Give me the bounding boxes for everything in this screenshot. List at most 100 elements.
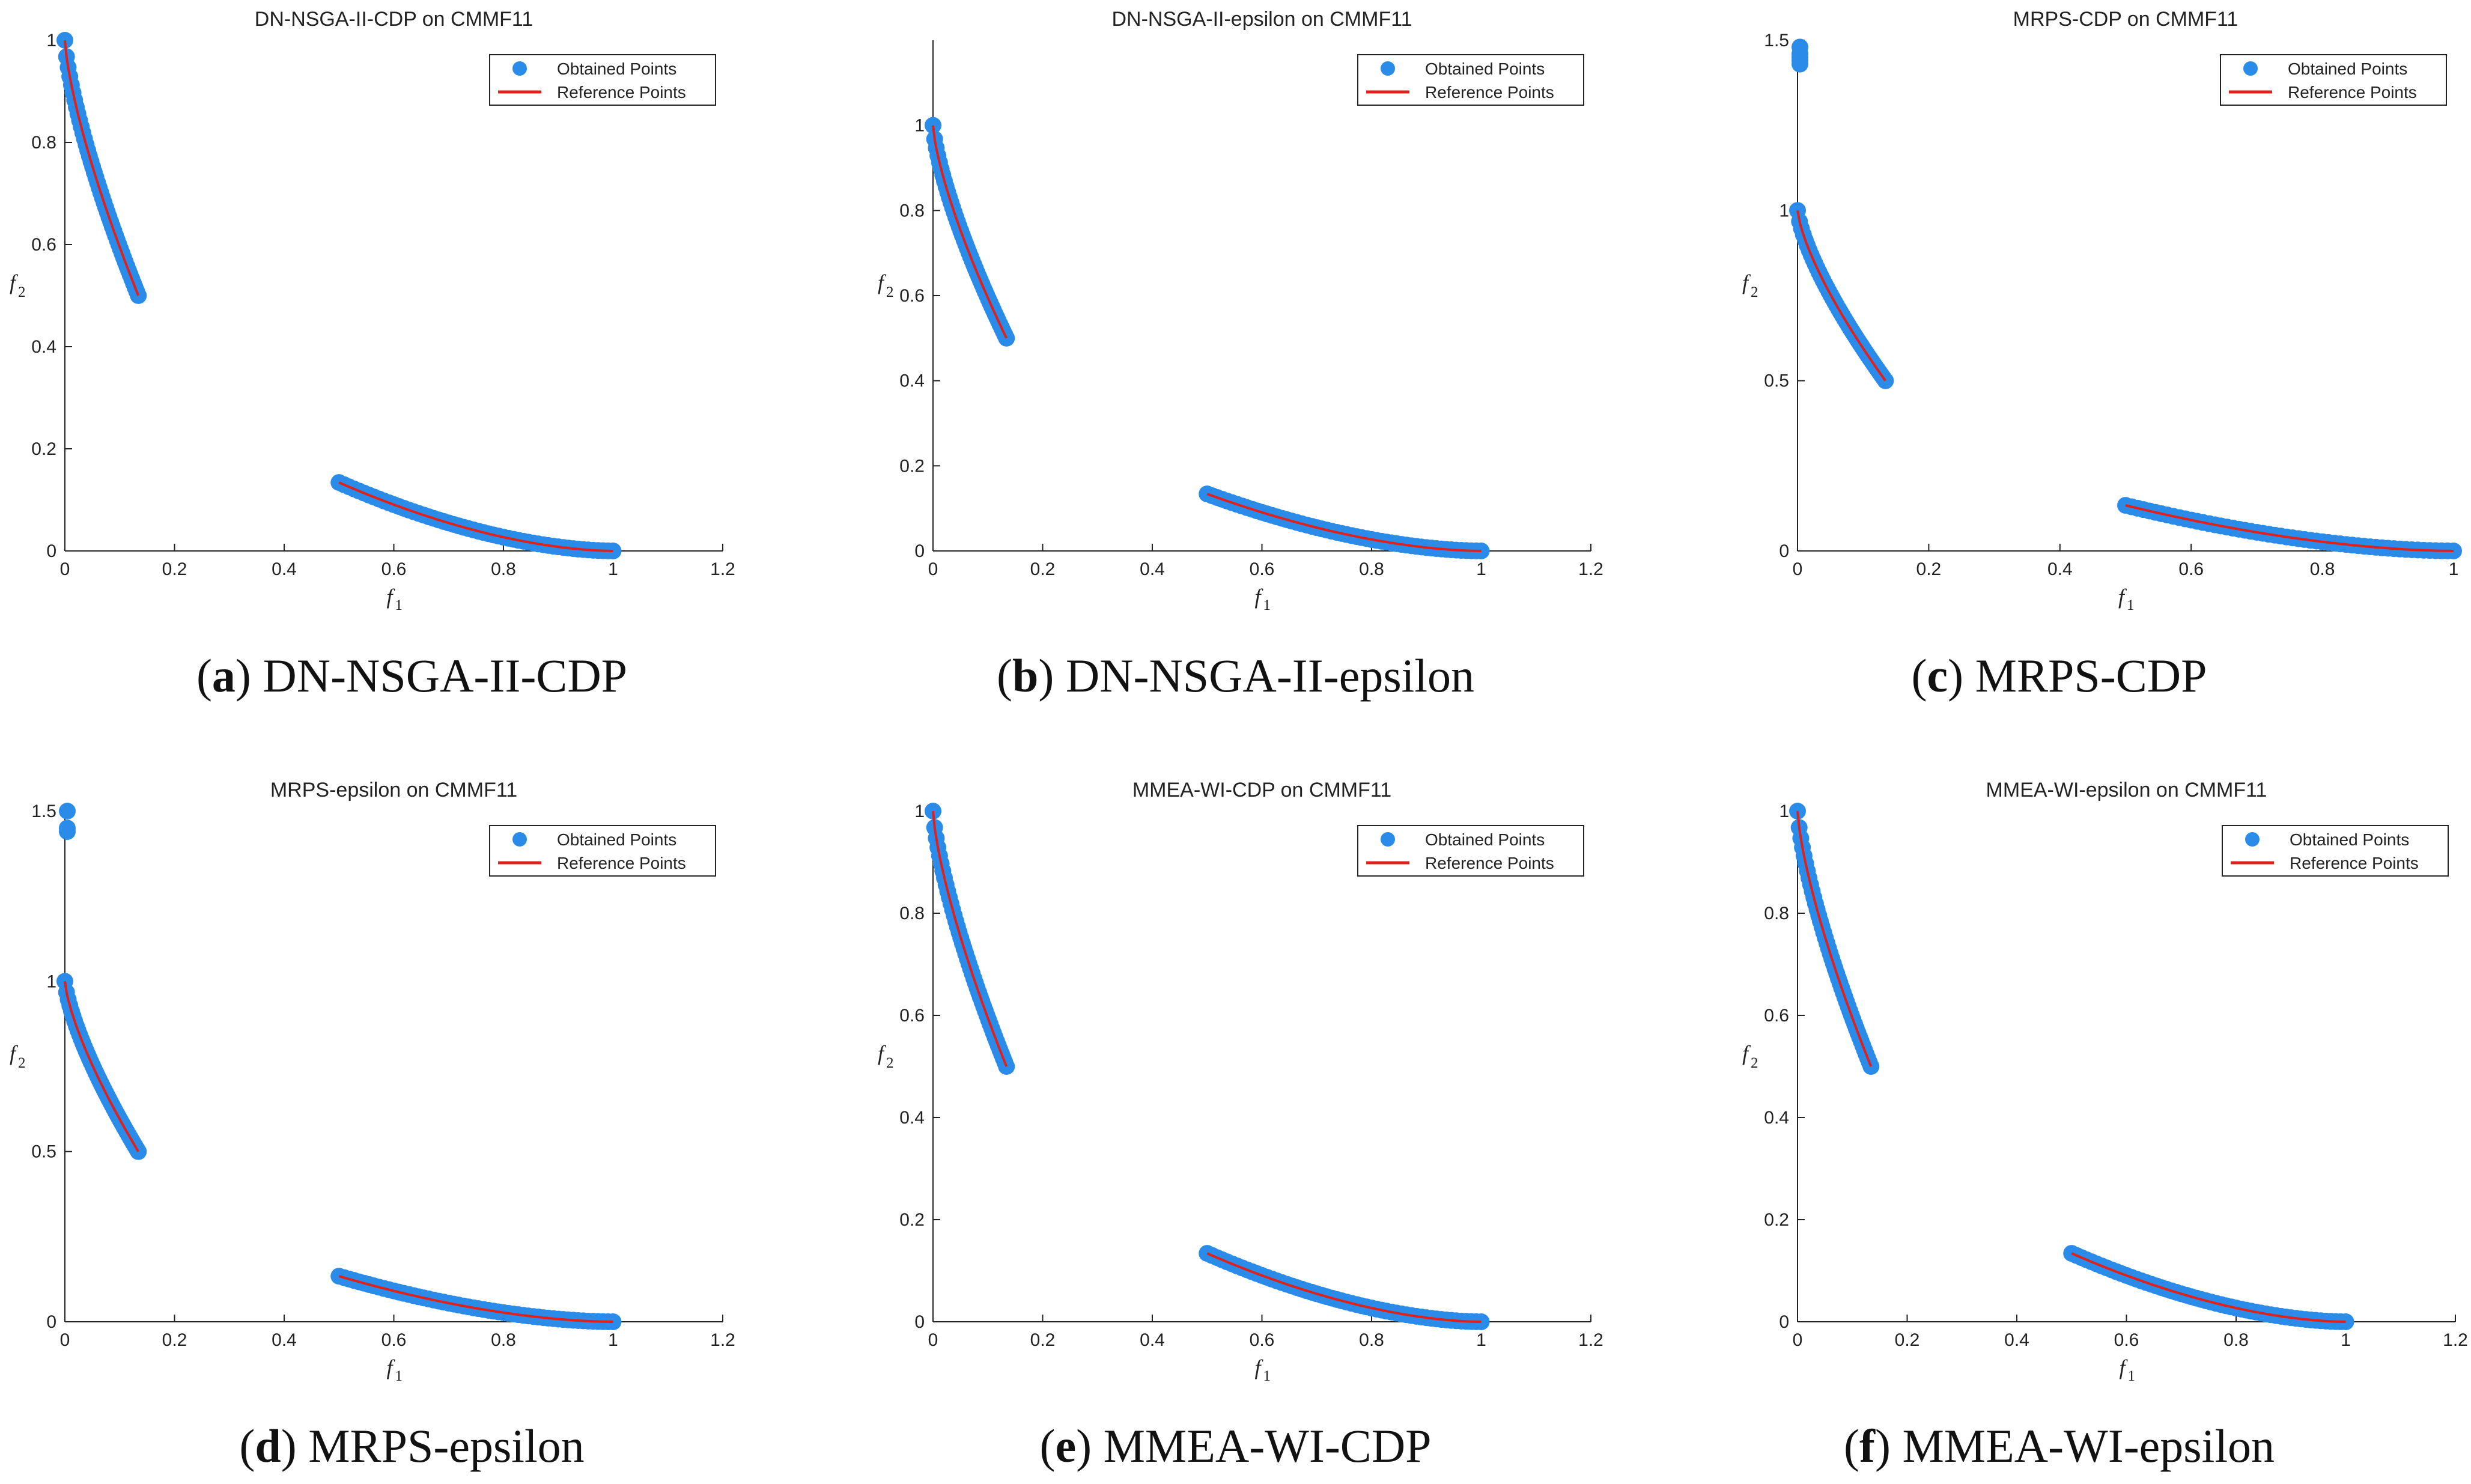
reference-front-overlay <box>1796 210 2454 552</box>
legend-reference-label: Reference Points <box>2290 854 2419 872</box>
y-axis-label: f <box>10 1041 19 1065</box>
x-tick-label: 1.2 <box>710 1330 735 1350</box>
legend-obtained-label: Obtained Points <box>2288 59 2407 78</box>
x-axis-label: f <box>387 1355 396 1379</box>
legend-obtained-marker <box>512 832 527 847</box>
x-axis-label: f <box>1255 585 1264 609</box>
y-axis-label: f <box>1742 270 1751 294</box>
y-tick-label: 0.6 <box>899 286 925 306</box>
legend-box <box>489 54 716 106</box>
x-tick-label: 1.2 <box>2443 1330 2468 1350</box>
legend-obtained-label: Obtained Points <box>1425 59 1545 78</box>
x-axis-label-sub: 1 <box>395 597 403 613</box>
caption-text: MRPS-CDP <box>1963 649 2207 702</box>
obtained-point-outlier <box>59 803 76 820</box>
y-tick-label: 0.6 <box>899 1006 925 1026</box>
x-tick-label: 0.6 <box>381 559 407 579</box>
y-axis-label-sub: 2 <box>886 1055 894 1071</box>
y-tick-label: 0.2 <box>899 1210 925 1230</box>
y-tick-label: 0.4 <box>899 371 925 391</box>
x-tick-label: 0 <box>1793 559 1803 579</box>
x-axis-label-sub: 1 <box>2127 597 2135 613</box>
x-tick-label: 1 <box>2449 559 2459 579</box>
y-tick-label: 0.2 <box>899 456 925 476</box>
legend-obtained-label: Obtained Points <box>1425 830 1545 849</box>
y-tick-label: 1 <box>914 801 925 821</box>
legend-obtained-marker <box>1381 61 1395 76</box>
y-tick-label: 0.8 <box>899 904 925 923</box>
x-tick-label: 0.4 <box>1140 559 1165 579</box>
legend-reference-label: Reference Points <box>557 854 686 872</box>
x-tick-label: 0.4 <box>272 559 297 579</box>
x-axis-label-sub: 1 <box>2128 1368 2136 1384</box>
legend-reference-label: Reference Points <box>1425 854 1554 872</box>
x-tick-label: 0.8 <box>1359 559 1384 579</box>
x-tick-label: 0.4 <box>1140 1330 1165 1350</box>
chart-panel-a: DN-NSGA-II-CDP on CMMF11 0 0.2 0.4 0.6 0.8 1 1.… <box>10 8 735 613</box>
obtained-point <box>998 329 1015 347</box>
y-tick-label: 0.8 <box>1764 904 1789 923</box>
x-tick-label: 0.6 <box>2178 559 2204 579</box>
obtained-point-outlier <box>1792 55 1808 73</box>
obtained-point <box>925 117 941 134</box>
y-tick-label: 1 <box>1779 201 1789 220</box>
x-tick-label: 0.8 <box>491 1330 516 1350</box>
x-tick-label: 0.2 <box>1895 1330 1920 1350</box>
x-tick-label: 0.6 <box>2114 1330 2139 1350</box>
y-tick-label: 0.8 <box>899 201 925 220</box>
x-tick-label: 0.6 <box>381 1330 407 1350</box>
x-tick-label: 0 <box>1793 1330 1803 1350</box>
x-axis-label-sub: 1 <box>395 1368 403 1384</box>
y-axis-label-sub: 2 <box>18 1055 26 1071</box>
y-tick-label: 0 <box>46 1312 56 1332</box>
caption-text: MMEA-WI-epsilon <box>1890 1420 2275 1472</box>
y-tick-label: 0 <box>1779 541 1789 561</box>
y-tick-label: 1 <box>46 31 56 50</box>
reference-front-overlay <box>64 981 613 1323</box>
chart-panel-f: MMEA-WI-epsilon on CMMF11 0 0.2 0.4 0.6 0.8 1 1… <box>1742 779 2468 1384</box>
legend-obtained-label: Obtained Points <box>2290 830 2409 849</box>
y-axis-label: f <box>878 1041 887 1065</box>
x-tick-label: 0.4 <box>2047 559 2073 579</box>
y-axis-label-sub: 2 <box>886 284 894 300</box>
y-tick-label: 0.6 <box>31 235 56 255</box>
legend-box <box>489 825 716 877</box>
y-axis-label-sub: 2 <box>1751 1055 1758 1071</box>
y-tick-label: 0.5 <box>1764 371 1789 391</box>
x-axis-label-sub: 1 <box>1263 1368 1271 1384</box>
caption-letter: (d) <box>239 1420 297 1472</box>
panel-caption-a: (a) DN-NSGA-II-CDP <box>0 649 824 703</box>
reference-front-overlay <box>64 40 613 552</box>
legend-obtained-marker <box>2243 61 2258 76</box>
chart-panel-e: MMEA-WI-CDP on CMMF11 0 0.2 0.4 0.6 0.8 1 1.2 0 0… <box>878 779 1603 1384</box>
panel-caption-c: (c) MRPS-CDP <box>1647 649 2471 703</box>
legend-box <box>1357 54 1584 106</box>
y-tick-label: 0.2 <box>1764 1210 1789 1230</box>
chart-title: MRPS-epsilon on CMMF11 <box>270 779 517 801</box>
caption-letter: (f) <box>1844 1420 1891 1472</box>
x-axis-label: f <box>1255 1355 1264 1379</box>
y-tick-label: 1.5 <box>1764 31 1789 50</box>
panel-caption-d: (d) MRPS-epsilon <box>0 1419 824 1473</box>
x-tick-label: 0.2 <box>1030 559 1056 579</box>
x-tick-label: 0.8 <box>491 559 516 579</box>
x-tick-label: 0 <box>928 1330 938 1350</box>
x-tick-label: 0.4 <box>2004 1330 2029 1350</box>
x-tick-label: 1 <box>608 559 618 579</box>
caption-text: DN-NSGA-II-epsilon <box>1054 649 1475 702</box>
x-axis-label: f <box>2118 585 2127 609</box>
y-tick-label: 0.4 <box>899 1108 925 1128</box>
y-axis-label: f <box>10 270 19 294</box>
y-axis-label: f <box>878 270 887 294</box>
chart-title: DN-NSGA-II-CDP on CMMF11 <box>255 8 533 31</box>
y-axis-label-sub: 2 <box>18 284 26 300</box>
x-axis-label: f <box>2120 1355 2129 1379</box>
x-tick-label: 0.6 <box>1250 1330 1275 1350</box>
panel-caption-e: (e) MMEA-WI-CDP <box>824 1419 1647 1473</box>
x-tick-label: 0.2 <box>1916 559 1942 579</box>
legend-reference-label: Reference Points <box>557 83 686 102</box>
caption-letter: (e) <box>1039 1420 1092 1472</box>
legend-obtained-marker <box>2245 832 2260 847</box>
caption-text: MMEA-WI-CDP <box>1092 1420 1432 1472</box>
